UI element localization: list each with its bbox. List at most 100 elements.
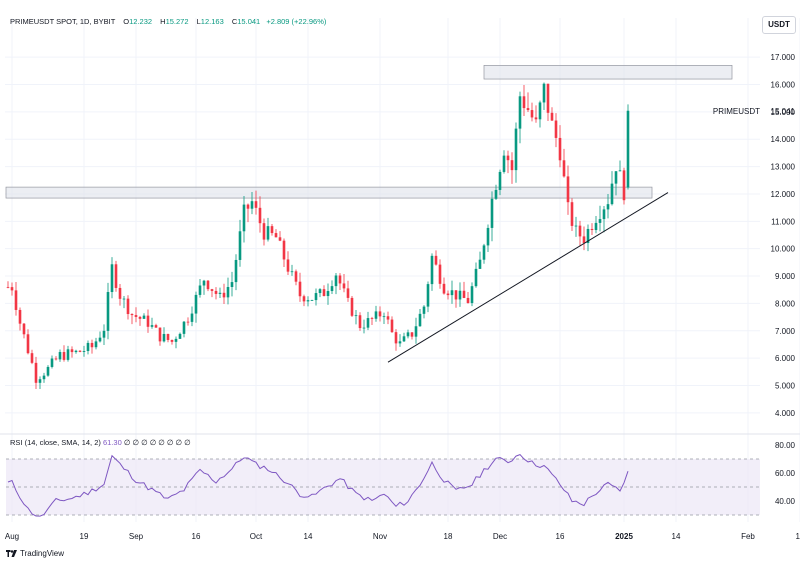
candle-body	[170, 339, 174, 342]
candle-body	[398, 341, 402, 344]
candle-body	[458, 290, 462, 300]
price-tick-label: 4.000	[775, 409, 796, 418]
candle-body	[422, 306, 426, 314]
candle-body	[610, 183, 614, 205]
candle-body	[350, 297, 354, 316]
candle-body	[194, 294, 198, 314]
candle-body	[406, 332, 410, 337]
candle-body	[10, 287, 14, 291]
symbol-title[interactable]: PRIMEUSDT SPOT, 1D, BYBIT	[10, 17, 116, 26]
candle-body	[578, 225, 582, 237]
candle-body	[138, 316, 142, 319]
low-value: 12.163	[200, 17, 224, 26]
price-tick-label: 11.000	[771, 217, 795, 226]
price-tick-label: 15.000	[771, 108, 796, 117]
candle-body	[470, 286, 474, 304]
candle-body	[182, 321, 186, 334]
candle-body	[626, 110, 630, 188]
candle-body	[550, 112, 554, 121]
candle-body	[110, 264, 114, 293]
candle-body	[338, 275, 342, 284]
tradingview-branding[interactable]: TradingView	[6, 549, 64, 558]
candle-body	[102, 330, 106, 338]
candle-body	[522, 96, 526, 109]
tradingview-logo-icon	[6, 550, 17, 557]
candle-body	[314, 293, 318, 301]
open-label: O	[123, 17, 130, 26]
candle-body	[502, 155, 506, 172]
candle-body	[218, 292, 222, 294]
candle-body	[250, 201, 254, 209]
candle-body	[70, 349, 74, 353]
candle-body	[78, 350, 82, 352]
candle-body	[354, 315, 358, 317]
candle-body	[286, 259, 290, 272]
candle-body	[298, 281, 302, 297]
candle-body	[158, 327, 162, 342]
candle-body	[490, 198, 494, 228]
candle-body	[594, 222, 598, 231]
time-tick-label: 14	[796, 532, 800, 541]
rsi-label[interactable]: RSI (14, close, SMA, 14, 2)	[10, 438, 101, 447]
candle-body	[438, 264, 442, 284]
candle-body	[114, 264, 118, 288]
candle-body	[394, 332, 398, 344]
candle-body	[326, 291, 330, 297]
price-tick-label: 5.000	[775, 381, 796, 390]
price-tick-label: 13.000	[771, 163, 796, 172]
support-trendline[interactable]	[387, 192, 669, 363]
candle-body	[62, 352, 66, 360]
candle-body	[178, 333, 182, 339]
candle-body	[58, 352, 62, 360]
candle-body	[122, 298, 126, 300]
last-price-tag: PRIMEUSDT 15.041	[713, 107, 796, 116]
candle-body	[330, 286, 334, 292]
rsi-tick-label: 80.00	[775, 441, 796, 450]
candle-body	[570, 202, 574, 226]
candle-body	[54, 358, 58, 360]
time-tick-label: 19	[80, 532, 89, 541]
time-tick-label: Nov	[373, 532, 387, 541]
resistance-zone	[483, 65, 733, 80]
candle-body	[294, 271, 298, 282]
candle-body	[378, 311, 382, 317]
candle-body	[278, 237, 282, 241]
candle-body	[466, 297, 470, 304]
price-tick-label: 16.000	[771, 81, 796, 90]
price-tick-label: 10.000	[771, 245, 796, 254]
candle-body	[426, 284, 430, 307]
candle-body	[98, 337, 102, 342]
candle-body	[222, 292, 226, 298]
currency-button[interactable]: USDT	[762, 16, 796, 34]
time-tick-label: Dec	[493, 532, 507, 541]
price-tick-label: 14.000	[771, 135, 796, 144]
open-value: 12.232	[129, 17, 153, 26]
candle-body	[162, 333, 166, 342]
candle-body	[318, 289, 322, 294]
trendline[interactable]	[387, 192, 669, 363]
candle-body	[26, 334, 30, 354]
candle-body	[498, 171, 502, 190]
candle-body	[322, 289, 326, 297]
time-tick-label: Feb	[741, 532, 755, 541]
close-label: C	[231, 17, 238, 26]
candle-body	[482, 245, 486, 260]
candle-body	[462, 290, 466, 298]
candle-body	[262, 223, 266, 240]
candle-body	[562, 160, 566, 177]
last-price-value: 15.041	[771, 107, 796, 116]
candle-body	[290, 271, 294, 273]
candle-body	[34, 362, 38, 383]
candle-body	[310, 300, 314, 301]
high-label: H	[160, 17, 166, 26]
candle-body	[234, 259, 238, 283]
low-label: L	[196, 17, 201, 26]
candle-body	[198, 285, 202, 295]
candle-body	[530, 110, 534, 118]
rsi-line	[7, 454, 629, 517]
price-zones	[5, 65, 733, 199]
candle-body	[618, 170, 622, 172]
candle-body	[566, 176, 570, 203]
candle-body	[118, 287, 122, 299]
